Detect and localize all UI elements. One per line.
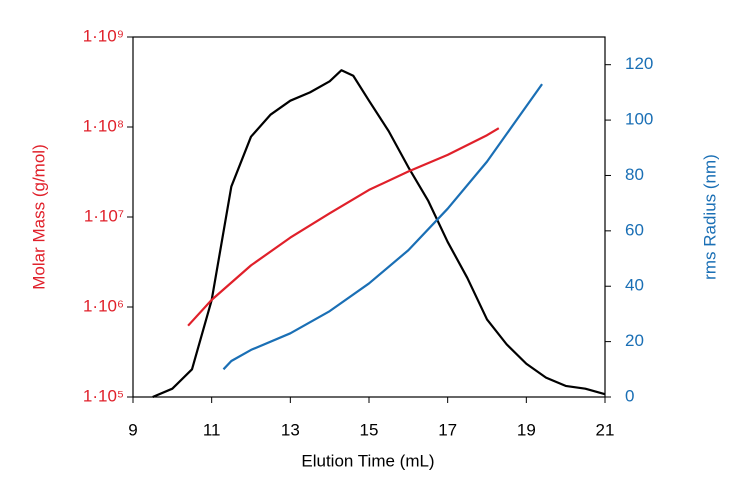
x-tick-label: 15	[360, 420, 379, 439]
y-tick-label: 1·10⁶	[83, 296, 124, 315]
data-line	[152, 69, 606, 399]
x-tick-label: 21	[596, 420, 615, 439]
y-tick-label: 1·10⁷	[84, 206, 124, 225]
x-tick-label: 17	[438, 420, 457, 439]
y2-tick-label: 80	[625, 165, 644, 184]
x-tick-label: 19	[517, 420, 536, 439]
y-tick-label: 1·10⁸	[83, 116, 124, 135]
y2-tick-label: 120	[625, 54, 653, 73]
y-tick-label: 1·10⁵	[83, 386, 124, 405]
x-tick-label: 13	[281, 420, 300, 439]
y2-tick-label: 60	[625, 220, 644, 239]
y2-tick-label: 40	[625, 276, 644, 295]
x-tick-label: 11	[203, 420, 221, 439]
y-tick-label: 1·10⁹	[83, 26, 124, 45]
y2-tick-label: 20	[625, 331, 644, 350]
plot-frame	[132, 36, 606, 398]
x-tick-label: 9	[128, 420, 137, 439]
y-axis-label: Molar Mass (g/mol)	[29, 144, 48, 289]
data-line	[187, 127, 500, 327]
y2-axis-label: rms Radius (nm)	[700, 154, 719, 280]
x-axis-label: Elution Time (mL)	[301, 451, 434, 470]
data-line	[222, 83, 543, 371]
y2-tick-label: 100	[625, 110, 653, 129]
y2-tick-label: 0	[625, 386, 634, 405]
